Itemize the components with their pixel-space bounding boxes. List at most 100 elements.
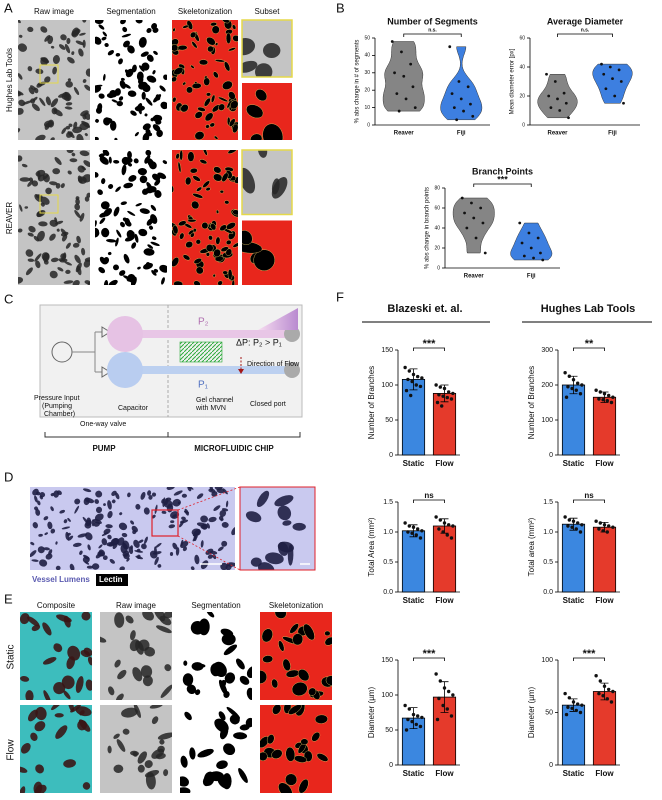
data-point [545, 72, 548, 76]
pore [103, 73, 106, 81]
data-point [575, 521, 580, 525]
chart-title: Average Diameter [547, 16, 624, 26]
pore [35, 706, 47, 721]
error-bar [409, 368, 418, 391]
pore [136, 103, 143, 111]
data-point [474, 236, 478, 240]
y-tick-label: 150 [381, 657, 393, 664]
pore [18, 228, 23, 233]
pore [159, 739, 165, 745]
pore [271, 678, 279, 689]
pore [30, 541, 35, 546]
y-tick-label: 40 [364, 53, 370, 59]
pore [64, 106, 73, 110]
pore [184, 508, 189, 516]
pore [25, 249, 34, 257]
data-point [600, 62, 603, 66]
pore [121, 156, 130, 165]
data-point [406, 377, 410, 382]
pore [19, 177, 31, 182]
pore [143, 507, 150, 515]
label-pump: PUMP [92, 444, 116, 453]
pore [30, 550, 37, 558]
pore [74, 203, 81, 211]
pore [43, 120, 54, 128]
pore [303, 623, 315, 641]
legend-vessel: Vessel Lumens [32, 575, 90, 584]
pore [50, 506, 54, 512]
pore [219, 679, 227, 689]
pore [131, 525, 138, 533]
pore [47, 35, 54, 45]
data-point [434, 383, 438, 387]
x-tick-label: Reaver [394, 131, 415, 137]
data-point [462, 109, 465, 113]
data-point [449, 714, 454, 718]
pore [101, 178, 106, 185]
pore [108, 184, 114, 189]
pore [102, 31, 108, 37]
pore [191, 200, 200, 210]
data-point [418, 724, 423, 729]
pore [146, 27, 152, 34]
pore [224, 672, 236, 684]
pore [151, 716, 159, 725]
pore [136, 554, 141, 559]
pore [196, 186, 203, 192]
pore [118, 58, 123, 65]
pore [105, 524, 113, 529]
data-point [411, 85, 415, 89]
data-point [536, 236, 540, 240]
pore [59, 509, 66, 514]
data-point [529, 246, 533, 250]
pore [210, 223, 217, 231]
x-tick-label: Flow [595, 769, 614, 778]
data-point [445, 707, 449, 711]
data-point [420, 376, 424, 380]
pore [147, 244, 154, 249]
pore [118, 522, 128, 531]
data-point [547, 94, 551, 98]
column-header: Segmentation [106, 7, 155, 16]
pore [43, 259, 49, 265]
pore [213, 135, 219, 140]
pore [156, 625, 172, 634]
data-point [532, 256, 535, 260]
violin-body [440, 46, 483, 121]
pore [221, 20, 230, 24]
image [242, 20, 292, 77]
pore [27, 258, 35, 262]
data-point [404, 728, 409, 732]
data-point [527, 231, 531, 235]
pore [224, 200, 230, 205]
pore [95, 107, 103, 114]
pore [250, 133, 263, 140]
x-tick-label: Flow [435, 596, 454, 605]
pore [28, 225, 36, 233]
pore [55, 725, 68, 739]
data-point [449, 397, 454, 401]
significance-label: *** [423, 648, 437, 660]
panel-label: B [336, 0, 345, 15]
pore [47, 521, 53, 530]
pore [145, 128, 151, 137]
pore [202, 775, 212, 787]
pore [27, 180, 34, 187]
pore [218, 515, 224, 521]
pore [153, 268, 159, 273]
data-point [451, 391, 455, 396]
pore [44, 76, 51, 83]
pore [73, 87, 80, 95]
column-header: Skeletonization [178, 7, 232, 16]
panel-label: A [4, 0, 13, 15]
data-point [409, 393, 413, 398]
pore [43, 547, 50, 551]
pore [34, 495, 38, 503]
pore [196, 493, 204, 499]
y-tick-label: 20 [364, 88, 370, 94]
pore [101, 532, 109, 537]
pore [137, 751, 148, 764]
pore [122, 26, 128, 33]
pore [117, 537, 125, 546]
pore [160, 684, 172, 698]
